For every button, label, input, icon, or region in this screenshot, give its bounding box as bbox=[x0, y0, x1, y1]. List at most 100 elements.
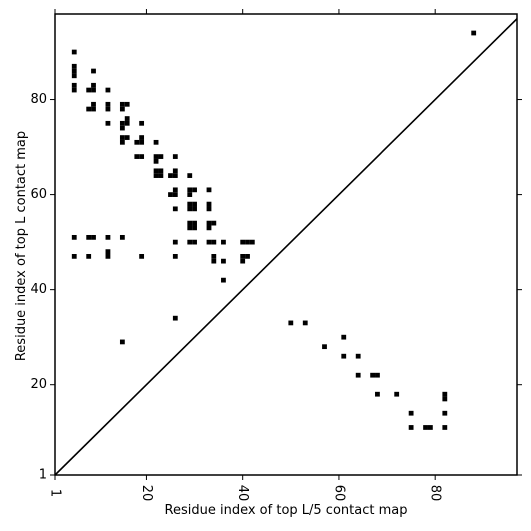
contact-point bbox=[192, 239, 197, 245]
contact-point bbox=[187, 206, 193, 212]
contact-point bbox=[91, 82, 96, 88]
contact-point bbox=[206, 201, 212, 207]
contact-point bbox=[471, 30, 477, 36]
contact-point bbox=[187, 201, 193, 207]
contact-point bbox=[423, 425, 428, 430]
contact-point bbox=[139, 135, 145, 140]
contact-point bbox=[124, 120, 130, 126]
contact-point bbox=[158, 173, 164, 178]
x-axis-title: Residue index of top L/5 contact map bbox=[165, 503, 408, 518]
contact-point bbox=[153, 158, 159, 164]
contact-point bbox=[91, 87, 96, 93]
contact-point bbox=[153, 154, 159, 159]
contact-point bbox=[172, 173, 178, 178]
contact-point bbox=[322, 344, 327, 350]
contact-point bbox=[442, 396, 448, 402]
contact-point bbox=[71, 63, 77, 69]
contact-point bbox=[172, 192, 178, 197]
contact-point bbox=[375, 372, 380, 378]
contact-point bbox=[206, 187, 212, 193]
contact-point bbox=[124, 101, 130, 107]
contact-point bbox=[192, 201, 197, 207]
contact-point bbox=[192, 220, 197, 226]
contact-point bbox=[105, 254, 111, 259]
contact-point bbox=[86, 87, 92, 93]
contact-point bbox=[139, 120, 145, 126]
contact-point bbox=[91, 101, 96, 107]
y-tick-label: 80 bbox=[30, 92, 47, 107]
contact-point bbox=[249, 239, 255, 245]
contact-point bbox=[105, 87, 111, 93]
x-tick-label: 80 bbox=[428, 485, 443, 502]
contact-point bbox=[206, 220, 212, 226]
contact-point bbox=[192, 225, 197, 231]
contact-point bbox=[71, 254, 77, 259]
contact-point bbox=[288, 320, 294, 326]
contact-point bbox=[86, 106, 92, 112]
x-tick-label: 60 bbox=[331, 485, 346, 502]
contact-point bbox=[302, 320, 308, 326]
x-tick-label: 20 bbox=[139, 485, 154, 502]
contact-point bbox=[91, 106, 96, 112]
contact-point bbox=[134, 139, 140, 145]
contact-point bbox=[172, 239, 178, 245]
contact-point bbox=[139, 139, 145, 145]
contact-point bbox=[211, 258, 217, 264]
contact-point bbox=[71, 49, 77, 55]
contact-point bbox=[240, 254, 246, 259]
contact-point bbox=[134, 154, 140, 159]
contact-point bbox=[105, 106, 111, 112]
contact-point bbox=[427, 425, 433, 430]
contact-point bbox=[119, 139, 125, 145]
plot-area bbox=[54, 13, 518, 476]
contact-point bbox=[71, 82, 77, 88]
contact-point bbox=[119, 234, 125, 240]
contact-point bbox=[355, 372, 361, 378]
contact-point bbox=[221, 239, 226, 245]
contact-point bbox=[158, 168, 164, 174]
contact-point bbox=[341, 334, 347, 340]
contact-point bbox=[168, 192, 173, 197]
diagonal-line bbox=[54, 18, 518, 476]
contact-point bbox=[240, 258, 246, 264]
contact-point bbox=[105, 249, 111, 255]
contact-point bbox=[408, 410, 414, 416]
contact-point bbox=[105, 120, 111, 126]
contact-point bbox=[442, 391, 448, 397]
contact-point bbox=[119, 101, 125, 107]
contact-point bbox=[139, 254, 145, 259]
contact-point bbox=[408, 425, 414, 430]
contact-point bbox=[71, 73, 77, 79]
contact-point bbox=[172, 254, 178, 259]
contact-point bbox=[240, 239, 246, 245]
contact-point bbox=[206, 206, 212, 212]
axis-ticks: 1 20 40 60 80 1 20 40 60 80 bbox=[30, 9, 522, 501]
contact-point bbox=[153, 168, 159, 174]
contact-point bbox=[105, 101, 111, 107]
contact-point bbox=[187, 239, 193, 245]
contact-point bbox=[341, 353, 347, 359]
contact-point bbox=[187, 220, 193, 226]
contact-point bbox=[172, 187, 178, 193]
contact-point bbox=[168, 173, 173, 178]
contact-point bbox=[86, 234, 92, 240]
plot-frame bbox=[54, 13, 518, 476]
x-tick-label: 40 bbox=[235, 485, 250, 502]
contact-point bbox=[153, 173, 159, 178]
contact-point bbox=[71, 87, 77, 93]
contact-point bbox=[139, 154, 145, 159]
contact-point bbox=[86, 254, 92, 259]
y-tick-label: 20 bbox=[30, 377, 47, 392]
contact-point bbox=[119, 106, 125, 112]
contact-point bbox=[221, 258, 226, 264]
contact-point bbox=[394, 391, 400, 397]
x-tick-label: 1 bbox=[48, 489, 63, 497]
contact-point bbox=[370, 372, 376, 378]
y-tick-label: 60 bbox=[30, 187, 47, 202]
contact-point bbox=[158, 154, 164, 159]
contact-point bbox=[124, 116, 130, 121]
contact-point bbox=[187, 192, 193, 197]
contact-point bbox=[221, 277, 226, 283]
contact-point bbox=[105, 234, 111, 240]
